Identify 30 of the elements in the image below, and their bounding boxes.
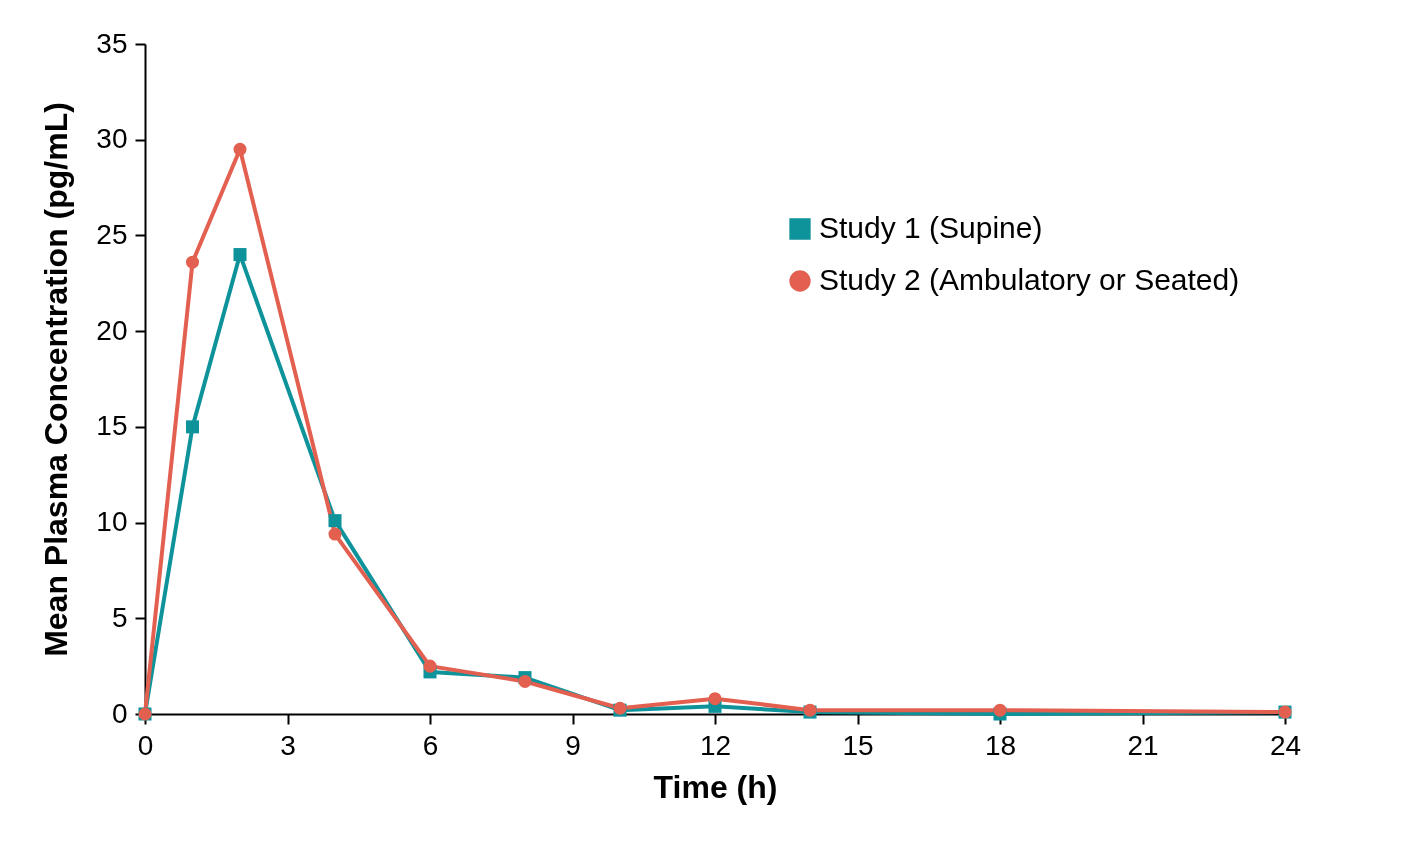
x-tick-label: 15 bbox=[842, 729, 874, 761]
x-tick-label: 9 bbox=[565, 729, 581, 761]
x-tick-label: 12 bbox=[699, 729, 732, 761]
x-tick-label: 18 bbox=[984, 729, 1017, 761]
x-tick-label: 21 bbox=[1127, 729, 1159, 761]
y-tick-label: 20 bbox=[96, 314, 128, 346]
point bbox=[993, 703, 1007, 717]
y-tick-label: 30 bbox=[96, 123, 128, 155]
point bbox=[328, 514, 342, 528]
legend-label: Study 2 (Ambulatory or Seated) bbox=[819, 263, 1240, 296]
x-tick-label: 24 bbox=[1269, 729, 1302, 761]
y-tick-label: 15 bbox=[96, 410, 128, 442]
y-tick-label: 5 bbox=[111, 601, 128, 633]
point bbox=[185, 255, 200, 269]
x-tick-label: 0 bbox=[137, 729, 154, 761]
point bbox=[233, 142, 247, 156]
point bbox=[185, 420, 200, 434]
y-tick-label: 10 bbox=[96, 506, 128, 538]
x-axis-title: Time (h) bbox=[653, 768, 778, 805]
point bbox=[423, 659, 437, 673]
x-tick-label: 3 bbox=[280, 729, 296, 761]
x-tick-label: 6 bbox=[422, 729, 439, 761]
y-tick-label: 0 bbox=[111, 697, 128, 729]
point bbox=[328, 527, 342, 541]
point bbox=[233, 248, 247, 262]
legend-label: Study 1 (Supine) bbox=[819, 211, 1043, 244]
y-tick-label: 25 bbox=[96, 218, 128, 250]
y-axis-title: Mean Plasma Concentration (pg/mL) bbox=[38, 102, 75, 657]
point bbox=[708, 692, 722, 706]
y-tick-label: 35 bbox=[96, 27, 128, 59]
